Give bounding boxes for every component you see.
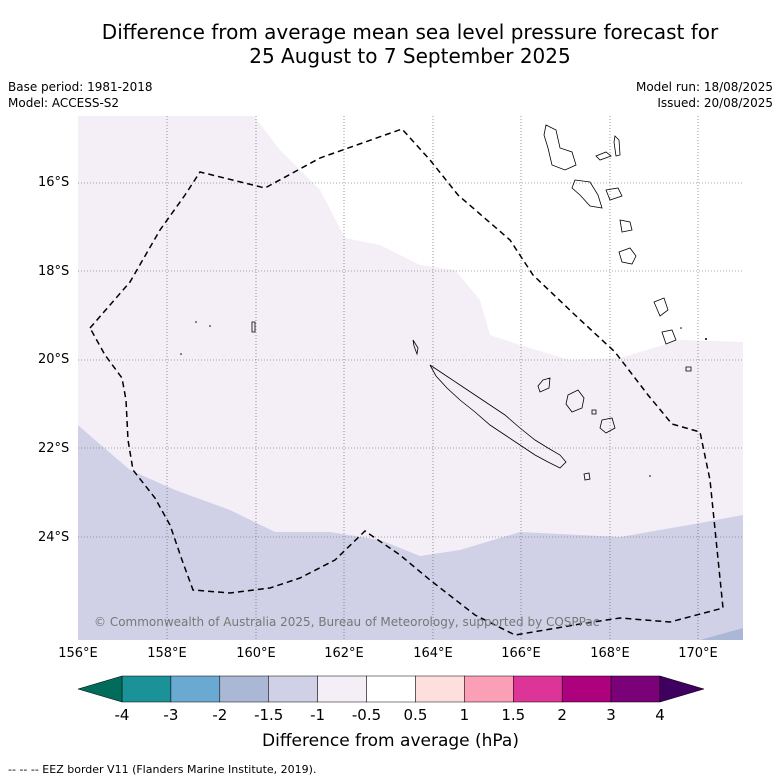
colorbar-tick-label: -0.5 [351,706,382,724]
meta-right: Model run: 18/08/2025 Issued: 20/08/2025 [636,79,773,111]
ambrym-island [605,187,623,201]
lon-label: 170°E [678,646,718,661]
colorbar-tick-label: -2 [212,706,228,724]
colorbar-tick-label: -1 [310,706,326,724]
lat-label: 20°S [38,352,70,367]
colorbar-tick-label: 3 [606,706,616,724]
lon-label: 164°E [413,646,453,661]
colorbar-cell [121,675,172,703]
lon-label: 166°E [501,646,541,661]
colorbar-tick-label: 4 [655,706,665,724]
colorbar-cell [317,675,367,703]
erromango-island [618,247,637,265]
colorbar-tick-label: 2 [557,706,567,724]
lon-label: 160°E [236,646,276,661]
meta-left: Base period: 1981-2018 Model: ACCESS-S2 [8,79,153,111]
malekula-island [571,179,603,209]
ouvea-island [537,377,551,393]
colorbar-cell [366,675,416,703]
lat-label: 18°S [38,264,70,279]
eez-legend-note: -- -- -- EEZ border V11 (Flanders Marine… [8,763,317,776]
reef-dot [180,353,182,355]
reef-dot [680,327,682,329]
walpole-island [583,472,591,481]
reef-dot [195,321,197,323]
issued-date: Issued: 20/08/2025 [657,96,773,110]
colorbar-over-triangle [659,675,705,703]
lifou-island [565,389,585,413]
colorbar-cell [610,675,661,703]
model-run: Model run: 18/08/2025 [635,80,773,94]
colorbar-cell [219,675,269,703]
colorbar-title: Difference from average (hPa) [262,731,519,751]
colorbar-tick-label: -4 [114,706,130,724]
colorbar-tick-label: 0.5 [403,706,428,724]
colorbar-under-triangle [77,675,123,703]
lon-label: 156°E [58,646,98,661]
colorbar-cell [513,675,563,703]
aneityum-island [661,329,677,345]
graticule [78,116,743,640]
efate-island [619,219,633,233]
lat-label: 24°S [38,530,70,545]
map-title: Difference from average mean sea level p… [0,20,781,68]
colorbar-tick-label: 1.5 [501,706,526,724]
colorbar-cell [170,675,221,703]
colorbar-cell [561,675,612,703]
colorbar-cell [464,675,514,703]
lon-label: 162°E [324,646,364,661]
model-name: Model: ACCESS-S2 [8,96,120,110]
anomaly-region-medium [78,425,743,640]
lon-label: 158°E [147,646,187,661]
lat-label: 22°S [38,441,70,456]
reef-dot [209,325,211,327]
chesterfield-reef [251,321,256,333]
colorbar-tick-label: -3 [163,706,179,724]
base-period: Base period: 1981-2018 [8,80,153,94]
lat-label: 16°S [38,175,70,190]
pentecost-island [613,135,621,157]
mare-island [599,417,616,434]
title-line-2: 25 August to 7 September 2025 [249,44,571,68]
tiga-island [591,409,597,415]
reef-dot [705,338,707,340]
copyright-notice: © Commonwealth of Australia 2025, Bureau… [94,615,599,629]
lon-label: 168°E [590,646,630,661]
title-line-1: Difference from average mean sea level p… [101,20,719,44]
colorbar-tick-label: -1.5 [254,706,284,724]
colorbar-cell [415,675,465,703]
reef-dot [649,475,651,477]
anomaly-region-dark [700,628,743,640]
tanna-island [653,297,669,317]
belep-islands [412,339,419,356]
eez-border [89,128,724,636]
espiritu-santo-island [543,124,577,171]
anomaly-region-light [78,116,743,640]
matthew-island [685,366,692,372]
colorbar-cell [268,675,318,703]
colorbar-tick-label: 1 [459,706,470,724]
colorbar [77,675,705,703]
new-caledonia-island [429,364,567,469]
ambae-island [595,151,612,161]
